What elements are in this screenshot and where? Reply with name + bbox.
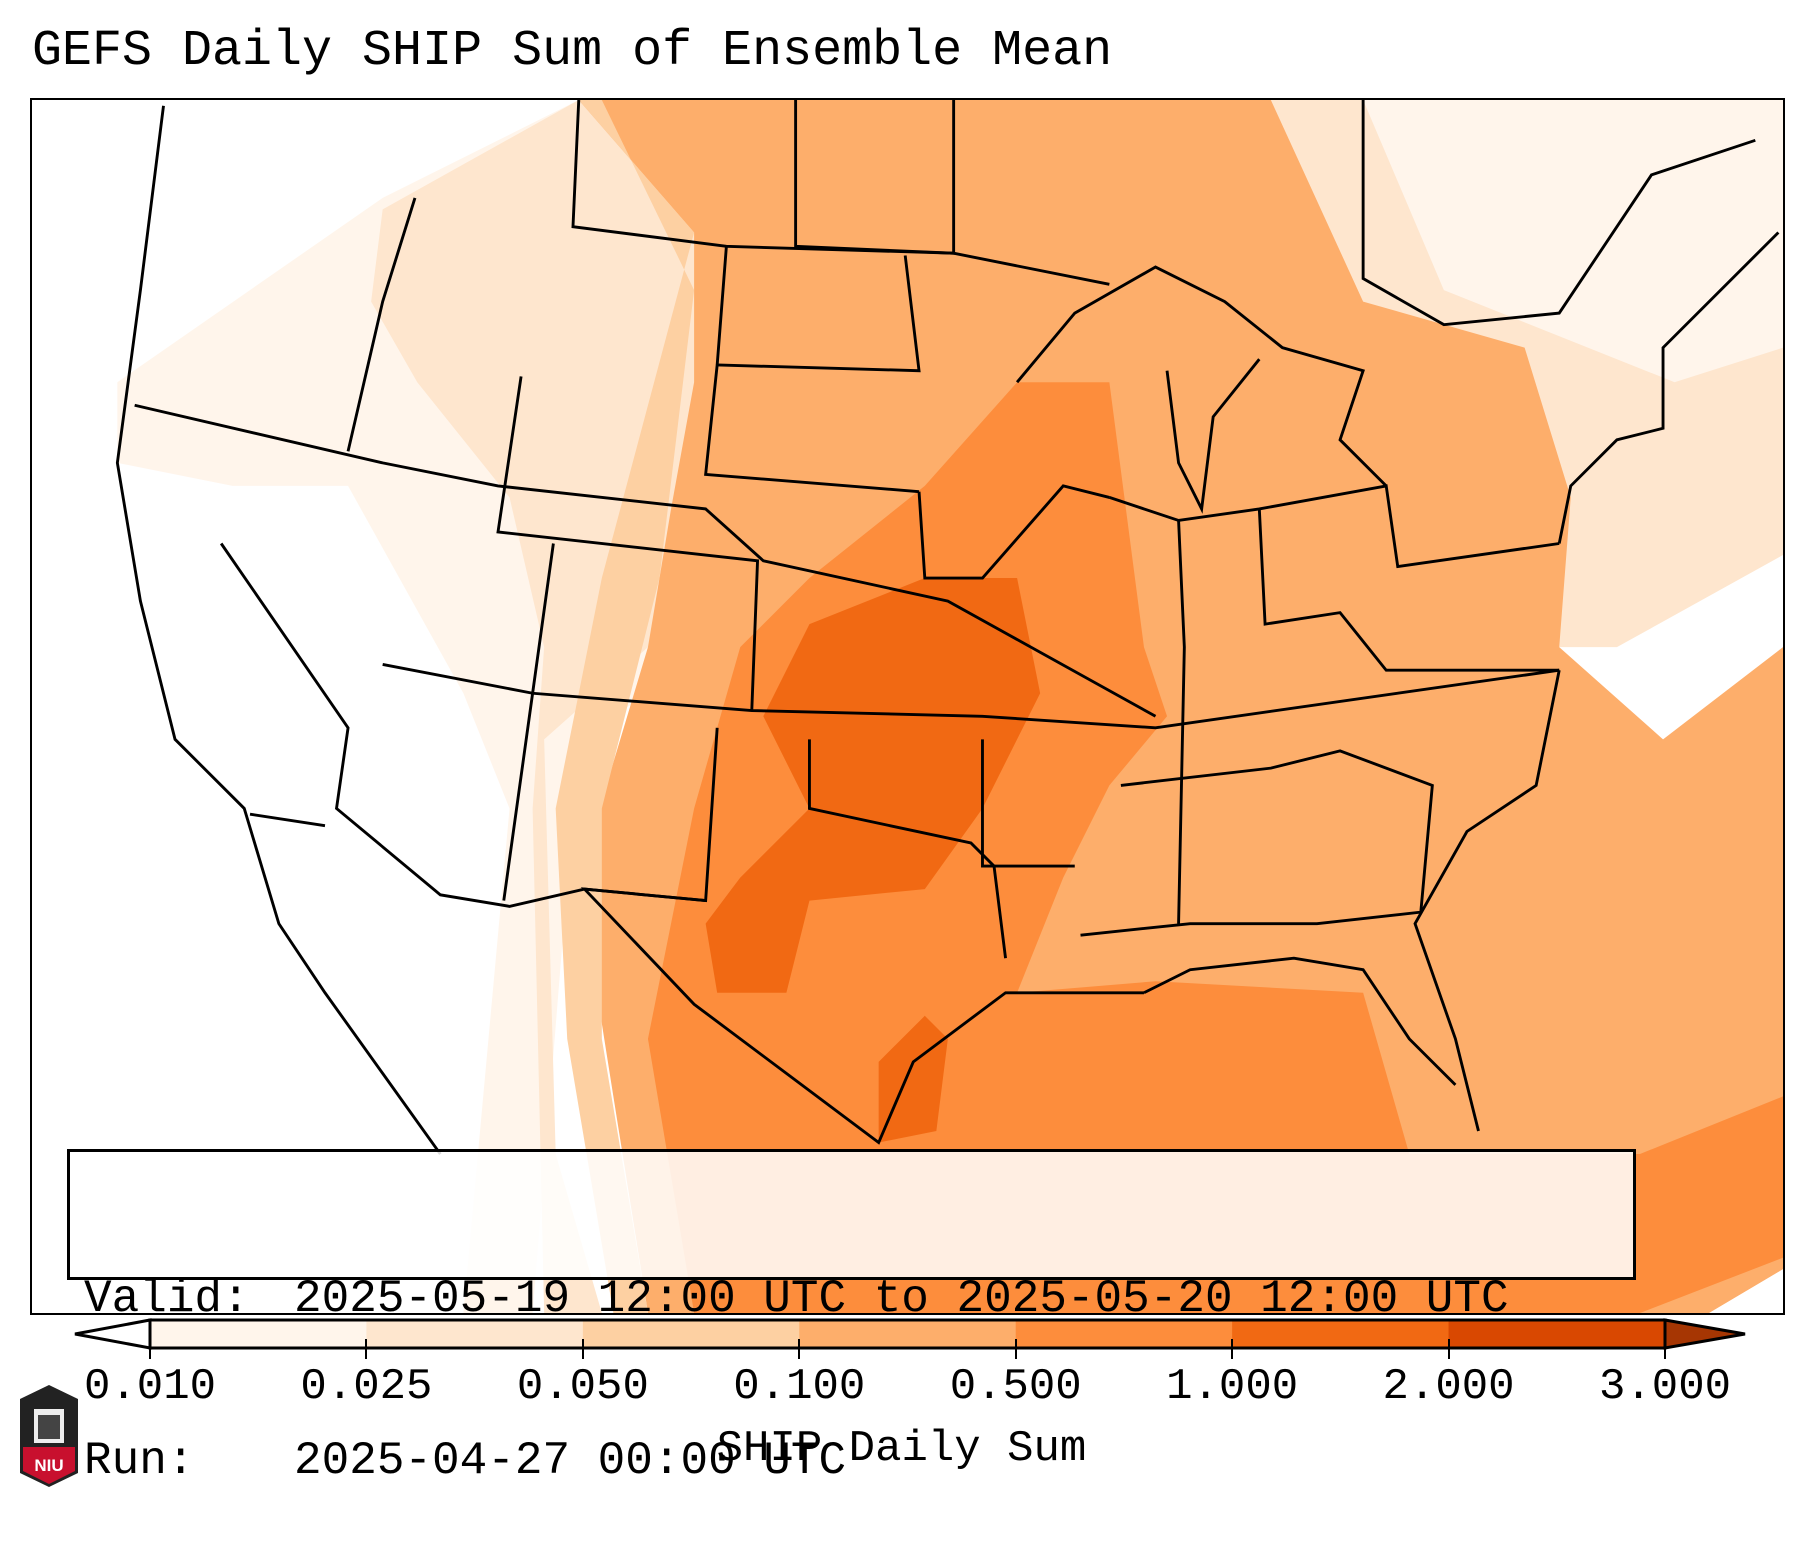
colorbar-tick [365, 1339, 368, 1359]
colorbar-tick-label: 0.050 [516, 1362, 649, 1412]
colorbar-tick [581, 1339, 584, 1359]
colorbar-frame [148, 1318, 1667, 1350]
colorbar-under-arrow [74, 1318, 152, 1350]
colorbar-segment [366, 1320, 584, 1348]
state-boundaries [115, 100, 1780, 1155]
colorbar-tick [798, 1339, 801, 1359]
colorbar-segment [799, 1320, 1017, 1348]
chart-title: GEFS Daily SHIP Sum of Ensemble Mean [32, 23, 1113, 80]
ship-map [115, 100, 1783, 1313]
colorbar-segment [1232, 1320, 1450, 1348]
valid-run-info-box: Valid: 2025-05-19 12:00 UTC to 2025-05-20… [67, 1149, 1636, 1487]
colorbar-tick-label: 0.100 [733, 1362, 866, 1412]
colorbar-label: SHIP Daily Sum [716, 1424, 1087, 1474]
colorbar-segment [1448, 1320, 1666, 1348]
colorbar-segment [150, 1320, 367, 1348]
colorbar-tick [1664, 1339, 1666, 1359]
valid-label: Valid: [84, 1273, 250, 1325]
colorbar-segment [1015, 1320, 1233, 1348]
colorbar [74, 1318, 1746, 1350]
colorbar-tick-label: 0.010 [83, 1362, 217, 1412]
svg-text:NIU: NIU [34, 1456, 63, 1475]
field-medium-2 [555, 100, 695, 1313]
colorbar-tick-label: 0.025 [300, 1362, 433, 1412]
colorbar-tick-label: 2.000 [1382, 1362, 1515, 1412]
colorbar-tick [1447, 1339, 1450, 1359]
run-value: 2025-04-27 00:00 UTC [294, 1435, 847, 1487]
colorbar-tick-label: 0.500 [949, 1362, 1082, 1412]
colorbar-tick [149, 1339, 151, 1359]
colorbar-segment [582, 1320, 800, 1348]
colorbar-over-arrow [1663, 1318, 1746, 1350]
colorbar-tick-label: 1.000 [1166, 1362, 1299, 1412]
field-dark-orange [705, 578, 1041, 993]
run-label: Run: [84, 1435, 195, 1487]
colorbar-tick-label: 3.000 [1598, 1362, 1732, 1412]
colorbar-tick [1014, 1339, 1017, 1359]
map-panel [30, 98, 1785, 1315]
valid-value: 2025-05-19 12:00 UTC to 2025-05-20 12:00… [294, 1273, 1509, 1325]
niu-logo: NIU [20, 1385, 78, 1487]
colorbar-tick [1231, 1339, 1234, 1359]
